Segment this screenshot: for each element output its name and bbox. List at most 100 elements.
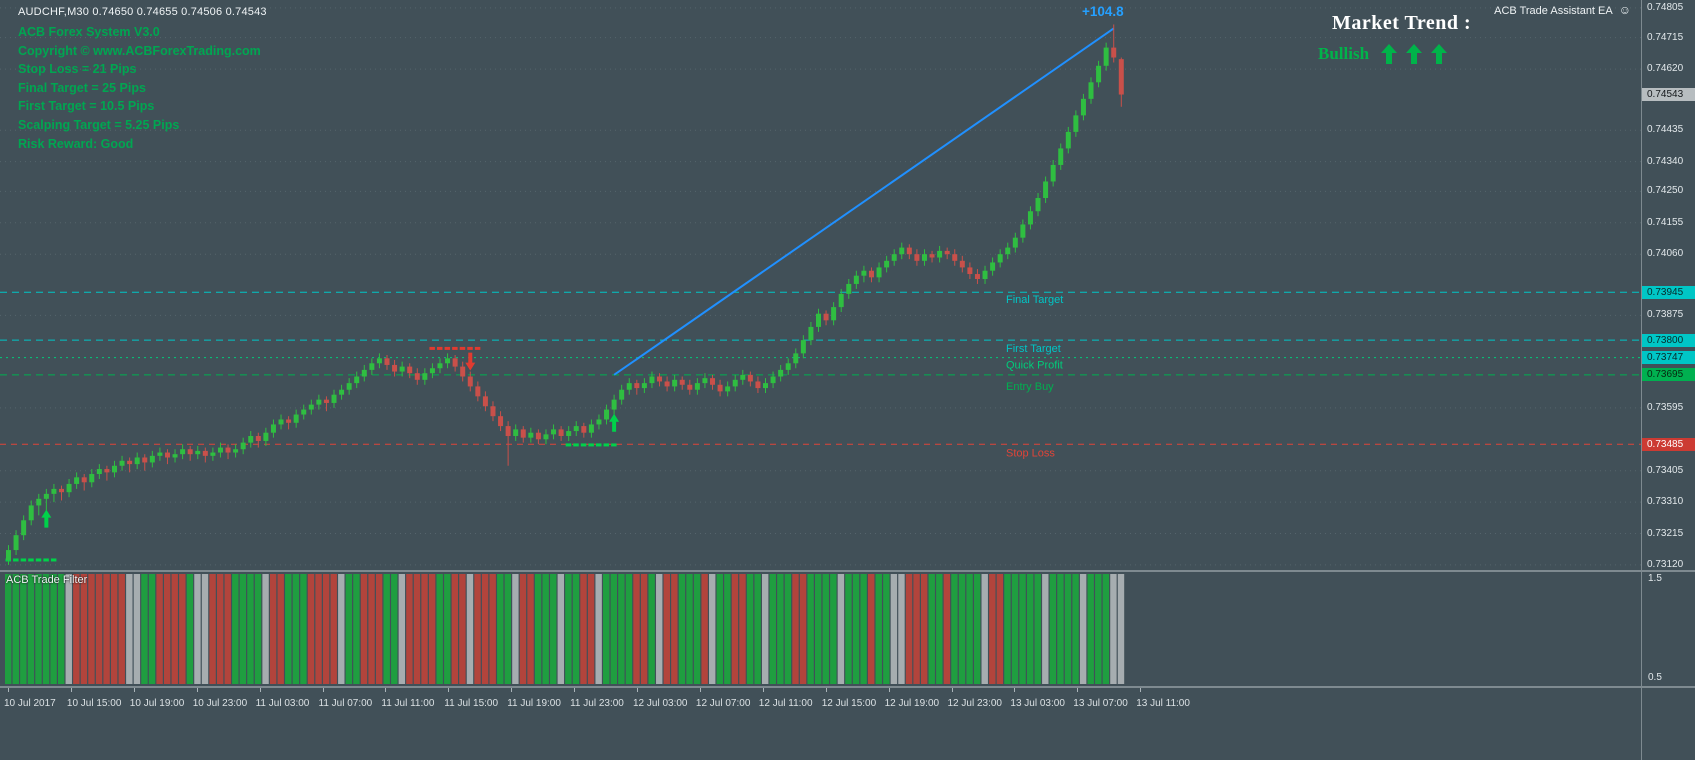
filter-bar <box>156 574 163 684</box>
candle-body <box>104 469 110 473</box>
candle-body <box>1050 164 1056 182</box>
candle-body <box>679 379 685 385</box>
filter-bar <box>391 574 398 684</box>
filter-bar <box>746 574 754 684</box>
filter-bar <box>444 574 451 684</box>
level-label: Quick Profit <box>1006 360 1063 372</box>
time-label: 13 Jul 03:00 <box>1010 698 1065 709</box>
filter-bar <box>610 574 617 684</box>
level-label: Final Target <box>1006 294 1063 306</box>
filter-bar <box>913 574 920 684</box>
filter-bar <box>1034 574 1041 684</box>
candle-body <box>702 378 708 384</box>
candle-body <box>906 247 912 255</box>
candlestick-chart[interactable]: Final Target First Target Quick Profit Entr… <box>0 0 1641 570</box>
filter-bar <box>769 574 776 684</box>
filter-bar <box>587 574 595 684</box>
candle-body <box>346 383 352 390</box>
info-line-scalpingtarget: Scalping Target = 5.25 Pips <box>18 117 180 132</box>
candle-body <box>460 366 466 377</box>
price-tick: 0.74340 <box>1647 155 1684 167</box>
filter-bar <box>814 574 822 684</box>
filter-bar <box>345 574 353 684</box>
filter-bar <box>375 574 383 684</box>
filter-bar <box>300 574 307 684</box>
filter-bar <box>118 574 125 684</box>
filter-bar <box>42 574 50 684</box>
filter-bar <box>368 574 375 684</box>
candle-body <box>664 381 670 387</box>
filter-bar <box>209 574 216 684</box>
pane-separator-top[interactable] <box>0 570 1695 572</box>
signal-dash <box>13 558 19 562</box>
signal-dash <box>573 443 579 447</box>
candle-body <box>225 447 231 453</box>
filter-bar <box>451 574 459 684</box>
candle-body <box>475 386 481 397</box>
time-axis[interactable]: 10 Jul 2017 10 Jul 15:00 10 Jul 19:00 10 Ju… <box>0 688 1641 760</box>
filter-bar <box>852 574 860 684</box>
candle-body <box>498 416 504 427</box>
filter-bar <box>603 574 610 684</box>
filter-bar <box>557 574 565 684</box>
candle-body <box>1118 59 1124 95</box>
filter-bar <box>65 574 72 684</box>
filter-bar <box>640 574 648 684</box>
trade-filter-pane[interactable]: ACB Trade Filter <box>0 572 1641 686</box>
candle-body <box>944 250 950 255</box>
price-tick: 0.74805 <box>1647 1 1684 13</box>
candle-body <box>28 505 34 521</box>
filter-bar <box>565 574 572 684</box>
trade-profit-pips: +104.8 <box>1082 4 1124 19</box>
filter-bar <box>247 574 254 684</box>
filter-bar <box>542 574 549 684</box>
pane-separator-bottom[interactable] <box>0 686 1695 688</box>
trend-line[interactable] <box>613 27 1115 376</box>
filter-bar <box>330 574 337 684</box>
filter-bar <box>307 574 315 684</box>
market-trend-value-row: Bullish <box>1318 44 1448 64</box>
candle-body <box>710 378 716 385</box>
price-tick: 0.74620 <box>1647 63 1684 75</box>
candle-body <box>657 376 663 382</box>
candle-body <box>808 326 814 341</box>
time-tick <box>8 688 9 692</box>
candle-body <box>384 358 390 365</box>
price-badge: 0.73945 <box>1642 285 1695 299</box>
candle-body <box>785 363 791 370</box>
filter-bar <box>671 574 678 684</box>
filter-bar <box>762 574 769 684</box>
candle-body <box>376 358 382 364</box>
filter-bar <box>1087 574 1094 684</box>
filter-bar <box>383 574 390 684</box>
candle-body <box>96 469 102 475</box>
candle-body <box>694 383 700 390</box>
time-label: 11 Jul 23:00 <box>570 698 624 709</box>
candle-body <box>51 488 57 494</box>
price-badge: 0.73485 <box>1642 437 1695 451</box>
filter-bar <box>141 574 148 684</box>
filter-bar <box>12 574 19 684</box>
info-line-finaltarget: Final Target = 25 Pips <box>18 80 146 95</box>
candle-body <box>43 493 49 499</box>
time-tick <box>1077 688 1079 692</box>
filter-bar <box>80 574 88 684</box>
candle-body <box>884 260 890 268</box>
time-tick <box>637 688 638 692</box>
price-axis[interactable]: 0.74805 0.74715 0.74620 0.74435 0.74340 0.742… <box>1642 0 1695 570</box>
price-chart-pane[interactable]: Final Target First Target Quick Profit Entr… <box>0 0 1641 570</box>
candle-body <box>293 414 299 423</box>
filter-bar <box>322 574 330 684</box>
ea-smiley-icon[interactable]: ☺ <box>1618 3 1631 17</box>
candle-body <box>823 313 829 321</box>
filter-bar <box>572 574 580 684</box>
price-tick: 0.74060 <box>1647 248 1684 260</box>
filter-bar <box>943 574 951 684</box>
filter-bar <box>792 574 799 684</box>
filter-bar <box>232 574 239 684</box>
filter-bar <box>678 574 686 684</box>
candle-body <box>535 432 541 440</box>
candle-body <box>13 535 19 551</box>
signal-dash <box>444 346 451 350</box>
time-label: 13 Jul 07:00 <box>1073 698 1128 709</box>
